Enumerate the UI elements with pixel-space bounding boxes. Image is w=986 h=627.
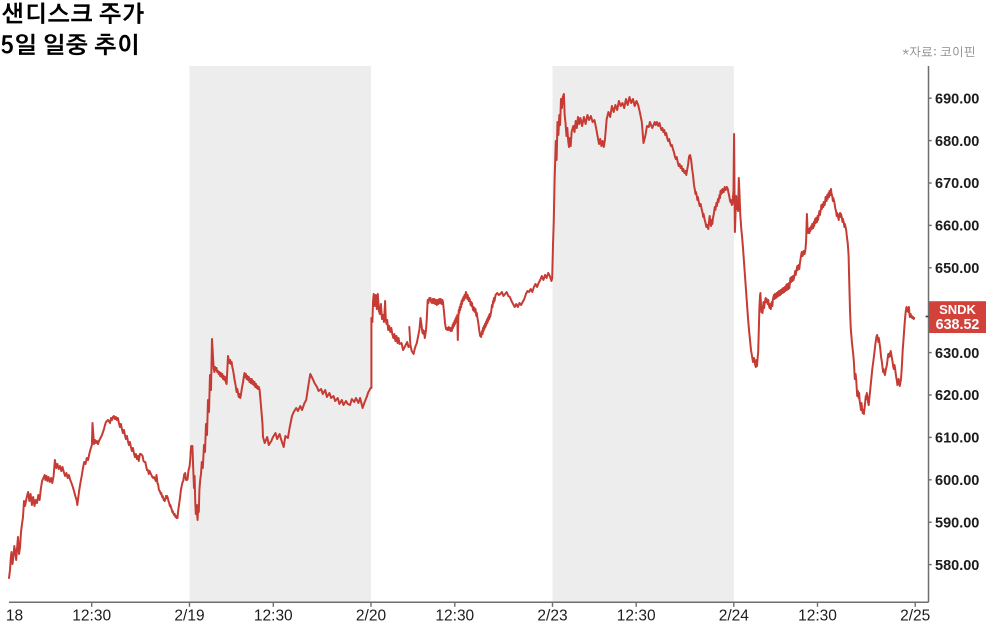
svg-text:690.00: 690.00	[935, 91, 979, 107]
svg-text:620.00: 620.00	[935, 388, 979, 404]
svg-text:12:30: 12:30	[435, 608, 474, 625]
svg-text:660.00: 660.00	[935, 219, 979, 235]
svg-text:680.00: 680.00	[935, 134, 979, 150]
svg-text:650.00: 650.00	[935, 261, 979, 277]
svg-text:2/24: 2/24	[719, 608, 750, 625]
svg-text:SNDK: SNDK	[939, 302, 976, 317]
svg-text:638.52: 638.52	[936, 317, 980, 333]
svg-text:600.00: 600.00	[935, 473, 979, 489]
svg-text:630.00: 630.00	[935, 346, 979, 362]
svg-text:18: 18	[6, 608, 23, 625]
svg-text:2/20: 2/20	[356, 608, 387, 625]
svg-text:590.00: 590.00	[935, 515, 979, 531]
svg-text:580.00: 580.00	[935, 558, 979, 574]
svg-text:12:30: 12:30	[254, 608, 293, 625]
svg-text:670.00: 670.00	[935, 176, 979, 192]
svg-text:610.00: 610.00	[935, 431, 979, 447]
svg-text:2/19: 2/19	[174, 608, 204, 625]
svg-text:2/25: 2/25	[900, 608, 930, 625]
svg-text:12:30: 12:30	[798, 608, 837, 625]
svg-text:2/23: 2/23	[537, 608, 567, 625]
svg-text:12:30: 12:30	[72, 608, 111, 625]
svg-text:12:30: 12:30	[617, 608, 656, 625]
